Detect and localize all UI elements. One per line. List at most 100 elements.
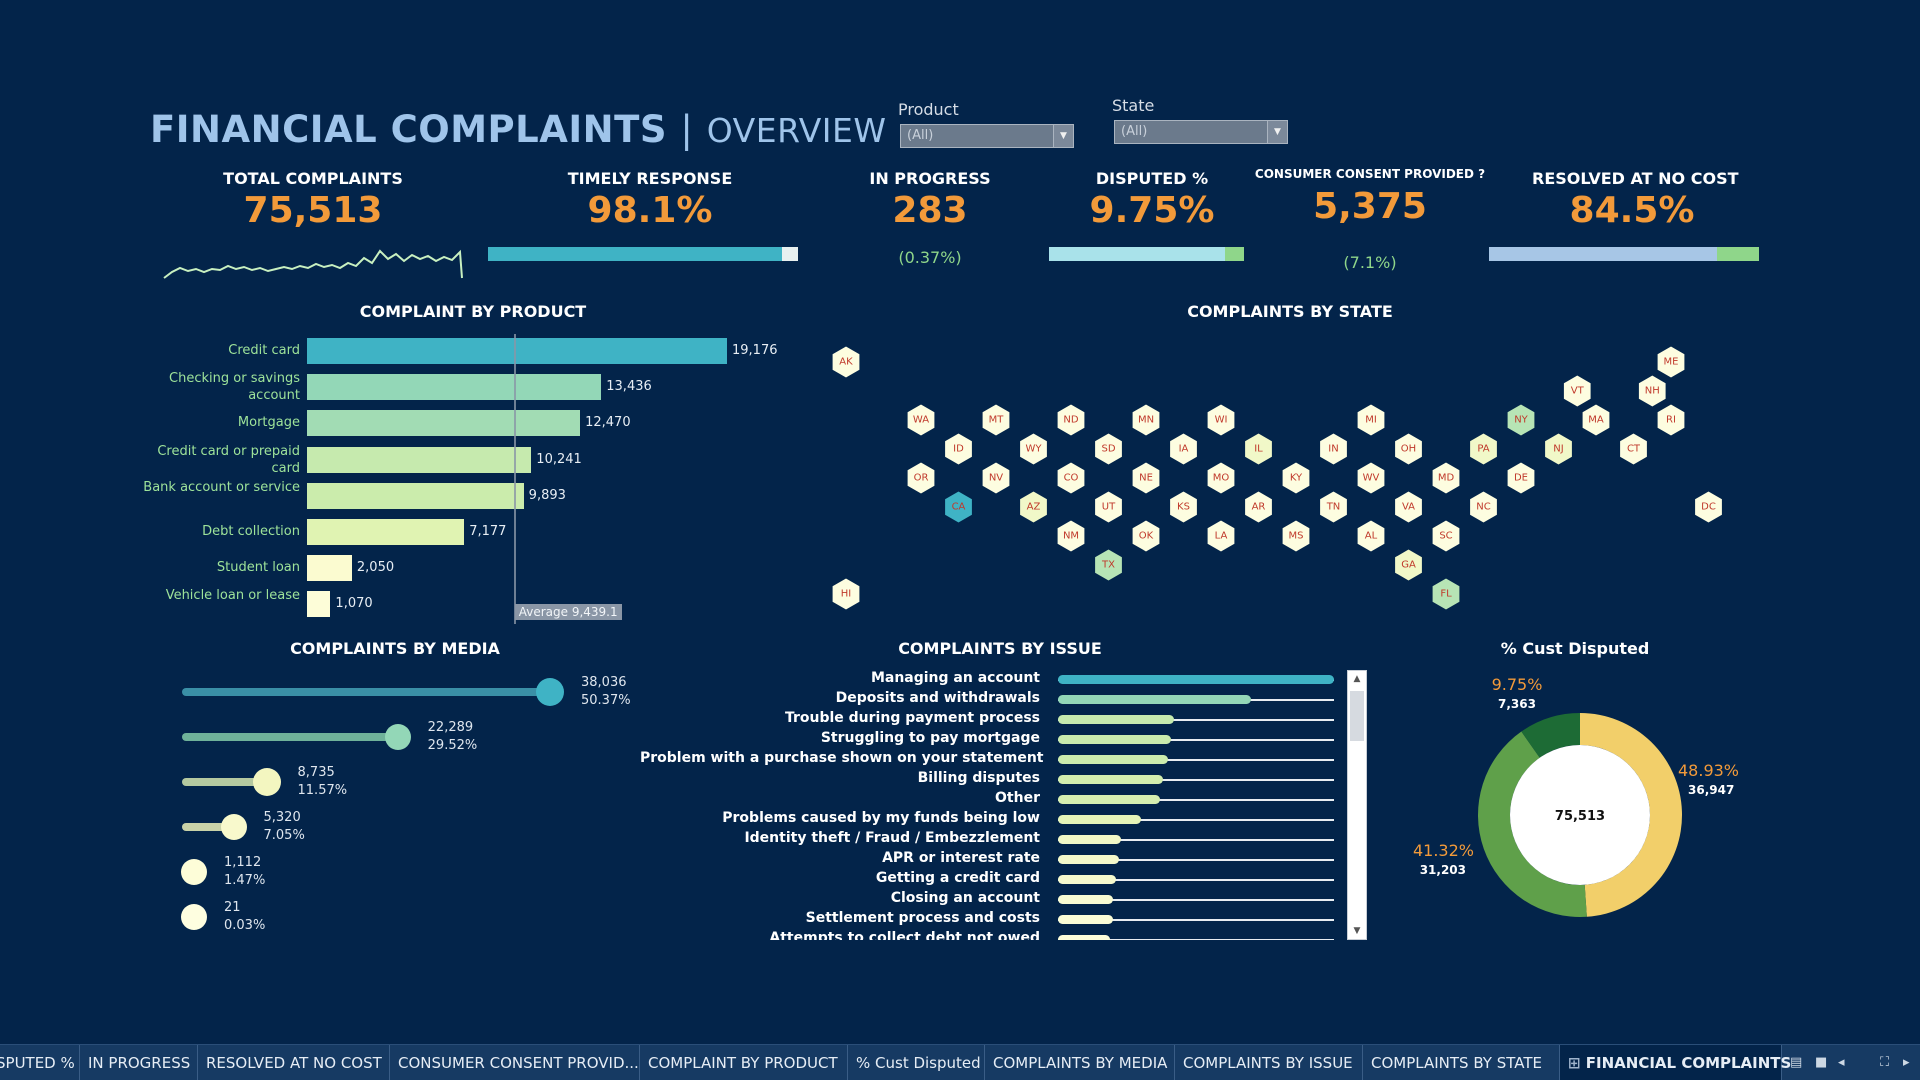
state-hex-shape[interactable] <box>1394 548 1423 582</box>
tab-in-progress[interactable]: IN PROGRESS <box>80 1045 198 1080</box>
issue-bar[interactable] <box>1058 675 1334 684</box>
media-dot[interactable] <box>536 678 564 706</box>
chevron-down-icon[interactable]: ▼ <box>1267 121 1287 143</box>
tab-complaints-by-issue[interactable]: COMPLAINTS BY ISSUE <box>1175 1045 1363 1080</box>
state-hex-shape[interactable] <box>1244 432 1273 466</box>
state-hex-shape[interactable] <box>1094 432 1123 466</box>
state-hex-ny[interactable]: NY <box>1506 403 1536 437</box>
state-hex-shape[interactable] <box>1019 432 1048 466</box>
state-hex-nm[interactable]: NM <box>1056 519 1086 553</box>
media-dot[interactable] <box>384 724 411 750</box>
issue-bar[interactable] <box>1058 855 1119 864</box>
state-hex-shape[interactable] <box>1056 519 1086 553</box>
state-hex-il[interactable]: IL <box>1244 432 1273 466</box>
state-hex-nh[interactable]: NH <box>1637 374 1667 408</box>
state-hex-ri[interactable]: RI <box>1656 403 1686 437</box>
state-hex-shape[interactable] <box>1506 403 1536 437</box>
issue-bar[interactable] <box>1058 735 1172 744</box>
media-bar[interactable] <box>182 778 267 786</box>
state-hex-shape[interactable] <box>1506 461 1536 495</box>
state-hex-or[interactable]: OR <box>906 461 936 495</box>
product-bar[interactable] <box>307 410 581 437</box>
product-bar[interactable] <box>307 591 331 618</box>
state-hex-shape[interactable] <box>1206 461 1236 495</box>
state-hex-shape[interactable] <box>1619 432 1648 466</box>
issue-bar[interactable] <box>1058 695 1252 704</box>
state-hex-shape[interactable] <box>1656 345 1686 379</box>
media-bar[interactable] <box>182 823 234 831</box>
media-bar[interactable] <box>182 688 550 696</box>
state-hex-shape[interactable] <box>1056 461 1086 495</box>
state-hex-shape[interactable] <box>1056 403 1086 437</box>
issue-bar[interactable] <box>1058 935 1111 940</box>
state-hex-shape[interactable] <box>1356 519 1386 553</box>
state-hex-mi[interactable]: MI <box>1356 403 1386 437</box>
product-bar[interactable] <box>307 446 532 473</box>
state-hex-shape[interactable] <box>1019 490 1048 524</box>
product-bar[interactable] <box>307 519 465 545</box>
state-hex-shape[interactable] <box>1469 432 1498 466</box>
state-hex-shape[interactable] <box>1281 461 1311 495</box>
state-hex-oh[interactable]: OH <box>1394 432 1423 466</box>
issue-bar[interactable] <box>1058 835 1122 844</box>
state-hex-mt[interactable]: MT <box>981 403 1011 437</box>
state-hex-shape[interactable] <box>1244 490 1273 524</box>
state-hex-shape[interactable] <box>1431 519 1461 553</box>
state-hex-ms[interactable]: MS <box>1281 519 1311 553</box>
state-hex-shape[interactable] <box>1431 577 1461 611</box>
state-hex-ma[interactable]: MA <box>1581 403 1611 437</box>
state-hex-al[interactable]: AL <box>1356 519 1386 553</box>
chevron-down-icon[interactable]: ▼ <box>1053 125 1073 147</box>
fullscreen-icon[interactable]: ⛶ <box>1880 1055 1890 1070</box>
state-hex-shape[interactable] <box>1131 403 1161 437</box>
product-bar[interactable] <box>307 555 352 582</box>
state-hex-ak[interactable]: AK <box>831 345 861 379</box>
product-filter-select[interactable]: (All) ▼ <box>900 124 1074 148</box>
state-hex-nv[interactable]: NV <box>981 461 1011 495</box>
state-hex-shape[interactable] <box>981 461 1011 495</box>
donut-slice[interactable] <box>1580 713 1682 917</box>
state-hex-shape[interactable] <box>1394 490 1423 524</box>
state-hex-shape[interactable] <box>1394 432 1423 466</box>
media-dot[interactable] <box>181 904 207 930</box>
state-hex-wv[interactable]: WV <box>1356 461 1386 495</box>
state-hex-shape[interactable] <box>1694 490 1723 524</box>
tab-resolved-at-no-cost[interactable]: RESOLVED AT NO COST <box>198 1045 390 1080</box>
product-bar[interactable] <box>307 482 524 509</box>
state-hex-az[interactable]: AZ <box>1019 490 1048 524</box>
state-hex-id[interactable]: ID <box>944 432 973 466</box>
state-hex-wi[interactable]: WI <box>1206 403 1236 437</box>
state-hex-shape[interactable] <box>1356 403 1386 437</box>
state-hex-mn[interactable]: MN <box>1131 403 1161 437</box>
issue-bar[interactable] <box>1058 875 1116 884</box>
state-hex-ga[interactable]: GA <box>1394 548 1423 582</box>
state-hex-ks[interactable]: KS <box>1169 490 1198 524</box>
state-hex-shape[interactable] <box>1562 374 1592 408</box>
donut-slice[interactable] <box>1521 713 1580 758</box>
chevron-up-icon[interactable]: ▲ <box>1353 674 1361 684</box>
state-hex-wy[interactable]: WY <box>1019 432 1048 466</box>
tab-financial-complaints[interactable]: ⊞ FINANCIAL COMPLAINTS <box>1560 1045 1791 1080</box>
state-hex-nd[interactable]: ND <box>1056 403 1086 437</box>
state-hex-ky[interactable]: KY <box>1281 461 1311 495</box>
state-hex-tn[interactable]: TN <box>1319 490 1348 524</box>
issue-bar[interactable] <box>1058 915 1114 924</box>
state-hex-shape[interactable] <box>1544 432 1573 466</box>
state-hex-shape[interactable] <box>831 577 861 611</box>
state-hex-va[interactable]: VA <box>1394 490 1423 524</box>
chevron-down-icon[interactable]: ▼ <box>1353 926 1361 936</box>
state-hex-shape[interactable] <box>1131 461 1161 495</box>
state-hex-shape[interactable] <box>831 345 861 379</box>
state-hex-ut[interactable]: UT <box>1094 490 1123 524</box>
state-hex-shape[interactable] <box>1281 519 1311 553</box>
state-hex-md[interactable]: MD <box>1431 461 1461 495</box>
state-hex-shape[interactable] <box>1637 374 1667 408</box>
state-hex-shape[interactable] <box>1319 490 1348 524</box>
state-hex-nj[interactable]: NJ <box>1544 432 1573 466</box>
issue-bar[interactable] <box>1058 775 1163 784</box>
media-dot[interactable] <box>252 768 281 796</box>
issue-bar[interactable] <box>1058 815 1141 824</box>
state-hex-shape[interactable] <box>1656 403 1686 437</box>
media-dot[interactable] <box>181 859 207 885</box>
state-hex-ct[interactable]: CT <box>1619 432 1648 466</box>
